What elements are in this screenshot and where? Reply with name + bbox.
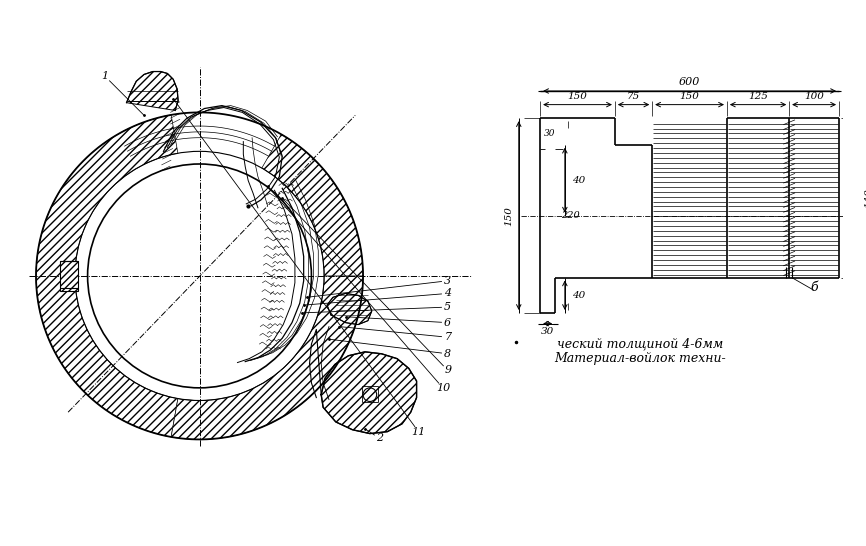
Text: 9: 9 — [444, 365, 451, 375]
Text: 2: 2 — [376, 434, 383, 443]
Text: 40: 40 — [572, 290, 585, 300]
Wedge shape — [36, 115, 178, 437]
Text: 4: 4 — [444, 288, 451, 299]
Wedge shape — [262, 134, 363, 276]
Text: 75: 75 — [627, 92, 640, 102]
Text: ческий толщиной 4-6мм: ческий толщиной 4-6мм — [558, 337, 724, 351]
Text: 600: 600 — [679, 77, 701, 87]
Text: 100: 100 — [805, 92, 824, 102]
Polygon shape — [126, 72, 178, 110]
Text: 150: 150 — [680, 92, 700, 102]
Circle shape — [87, 164, 312, 388]
Text: 150: 150 — [505, 206, 514, 225]
Text: 1: 1 — [101, 72, 108, 81]
Text: б: б — [810, 281, 818, 294]
Text: 10: 10 — [436, 383, 450, 393]
Text: 220: 220 — [560, 211, 579, 220]
Wedge shape — [171, 276, 363, 440]
Polygon shape — [327, 293, 372, 324]
Text: 11: 11 — [411, 426, 426, 437]
Text: Материал-войлок техни-: Материал-войлок техни- — [554, 352, 727, 365]
Text: 7: 7 — [444, 332, 451, 342]
Text: 3: 3 — [444, 276, 451, 286]
Text: 30: 30 — [545, 129, 556, 138]
Bar — [61, 262, 78, 290]
Text: 40: 40 — [572, 176, 585, 185]
Text: 140: 140 — [864, 188, 866, 208]
Text: 30: 30 — [541, 327, 554, 336]
Text: 8: 8 — [444, 349, 451, 359]
Text: 125: 125 — [748, 92, 768, 102]
Text: 5: 5 — [444, 302, 451, 312]
Text: 150: 150 — [567, 92, 587, 102]
Text: 6: 6 — [444, 318, 451, 328]
Polygon shape — [321, 352, 417, 434]
